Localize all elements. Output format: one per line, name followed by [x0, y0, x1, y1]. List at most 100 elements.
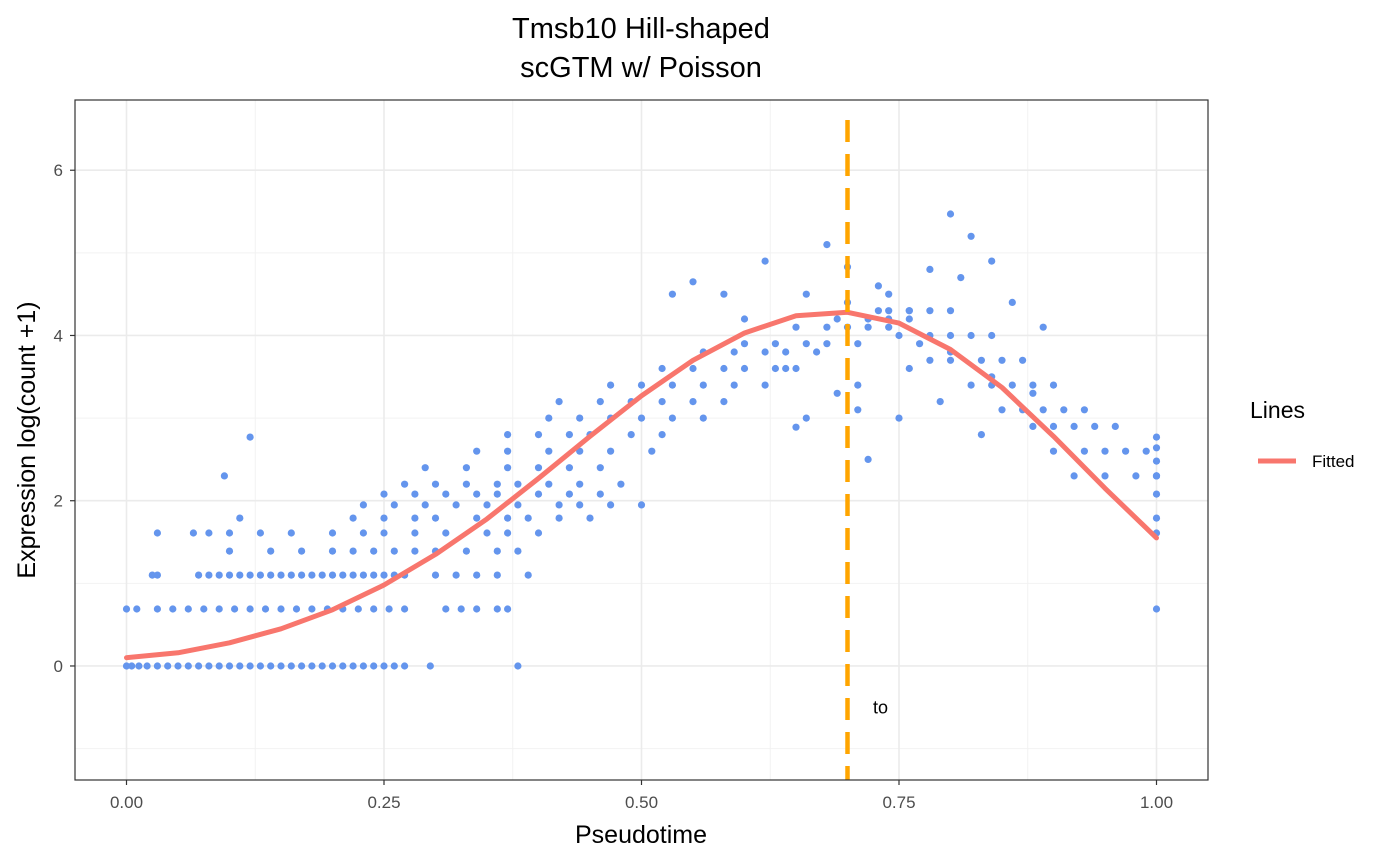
- data-point: [565, 431, 574, 439]
- data-point: [699, 414, 707, 422]
- data-point: [354, 605, 362, 613]
- data-point: [411, 547, 419, 555]
- data-point: [607, 501, 615, 509]
- data-point: [1060, 406, 1068, 414]
- data-point: [380, 514, 388, 522]
- data-point: [504, 447, 512, 455]
- data-point: [205, 571, 213, 579]
- data-point: [195, 662, 203, 670]
- data-point: [854, 340, 862, 348]
- data-point: [246, 571, 254, 579]
- data-point: [493, 490, 501, 498]
- data-point: [401, 480, 409, 488]
- data-point: [215, 662, 223, 670]
- data-point: [128, 662, 136, 670]
- data-point: [534, 464, 543, 472]
- data-point: [627, 431, 635, 439]
- data-point: [977, 356, 986, 364]
- data-point: [292, 605, 301, 613]
- data-point: [164, 662, 172, 670]
- data-point: [133, 605, 141, 613]
- data-point: [225, 571, 234, 579]
- data-point: [298, 547, 306, 555]
- data-point: [998, 356, 1006, 364]
- data-point: [339, 662, 347, 670]
- data-point: [926, 307, 934, 315]
- data-point: [153, 571, 161, 579]
- data-point: [256, 662, 264, 670]
- data-point: [298, 571, 306, 579]
- data-point: [699, 381, 707, 389]
- data-point: [452, 571, 460, 579]
- data-point: [576, 414, 584, 422]
- data-point: [565, 490, 574, 498]
- data-point: [236, 514, 244, 522]
- data-point: [287, 662, 295, 670]
- data-point: [328, 662, 337, 670]
- data-point: [740, 364, 749, 373]
- data-point: [607, 381, 615, 389]
- data-point: [740, 340, 749, 348]
- data-point: [205, 662, 213, 670]
- data-point: [349, 571, 357, 579]
- data-point: [555, 398, 563, 406]
- data-point: [1049, 381, 1058, 389]
- data-point: [977, 431, 986, 439]
- data-point: [287, 571, 295, 579]
- data-point: [988, 331, 996, 340]
- data-point: [1029, 381, 1037, 389]
- data-point: [905, 307, 913, 315]
- data-point: [431, 514, 440, 522]
- data-point: [813, 348, 821, 356]
- data-point: [220, 472, 228, 480]
- data-point: [1008, 298, 1016, 306]
- data-point: [534, 431, 543, 439]
- data-point: [493, 547, 501, 555]
- data-point: [1132, 472, 1140, 480]
- data-point: [462, 547, 470, 555]
- data-point: [1029, 422, 1037, 430]
- data-point: [998, 406, 1006, 414]
- data-point: [225, 547, 234, 555]
- data-point: [761, 348, 769, 356]
- data-point: [823, 323, 831, 331]
- data-point: [833, 315, 841, 323]
- data-point: [246, 605, 254, 613]
- data-point: [370, 571, 378, 579]
- data-point: [231, 605, 239, 613]
- data-point: [514, 501, 522, 509]
- data-point: [236, 571, 244, 579]
- data-point: [462, 464, 470, 472]
- y-tick-label: 6: [54, 161, 63, 180]
- data-point: [473, 514, 481, 522]
- data-point: [1070, 422, 1078, 430]
- data-point: [874, 282, 883, 290]
- data-point: [195, 571, 203, 579]
- data-point: [1091, 422, 1099, 430]
- data-point: [689, 278, 697, 286]
- data-point: [617, 480, 625, 488]
- data-point: [668, 381, 677, 389]
- data-point: [1152, 490, 1161, 498]
- data-point: [854, 406, 862, 414]
- y-tick-label: 2: [54, 492, 63, 511]
- data-point: [1152, 444, 1161, 452]
- data-point: [225, 662, 234, 670]
- data-point: [823, 241, 831, 249]
- data-point: [380, 529, 388, 537]
- x-tick-label: 0.25: [367, 793, 400, 812]
- data-point: [318, 662, 326, 670]
- data-point: [277, 571, 285, 579]
- data-point: [184, 662, 192, 670]
- data-point: [504, 605, 512, 613]
- data-point: [689, 398, 697, 406]
- data-point: [473, 605, 481, 613]
- data-point: [946, 210, 955, 218]
- y-tick-label: 0: [54, 657, 63, 676]
- data-point: [1080, 406, 1088, 414]
- data-point: [524, 571, 532, 579]
- data-point: [493, 480, 501, 488]
- data-point: [431, 480, 440, 488]
- data-point: [267, 662, 275, 670]
